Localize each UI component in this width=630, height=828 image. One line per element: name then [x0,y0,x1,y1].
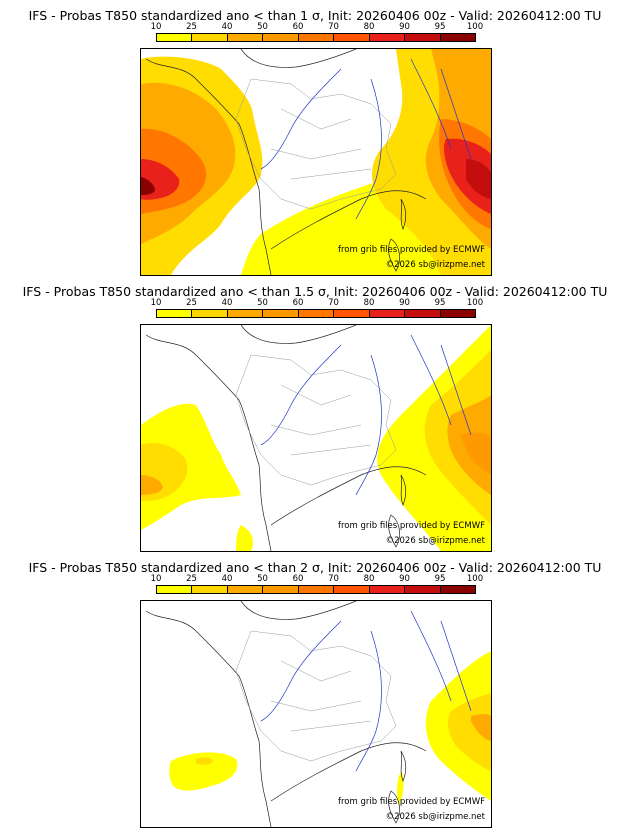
source-credit: from grib files provided by ECMWF [338,797,485,807]
map-panel-1sigma: IFS - Probas T850 standardized ano < tha… [0,0,630,276]
source-credit: from grib files provided by ECMWF [338,521,485,531]
legend-tick: 100 [466,298,484,308]
legend-swatch [334,310,370,317]
legend-swatch [157,586,193,593]
legend-swatch [263,310,299,317]
map-panel-1-5sigma: IFS - Probas T850 standardized ano < tha… [0,276,630,552]
probability-shading [141,49,491,275]
legend-tick: 10 [150,298,162,308]
source-credit: from grib files provided by ECMWF [338,245,485,255]
map-canvas [141,49,491,275]
legend-tick: 60 [292,22,304,32]
color-legend: 10 25 40 50 60 70 80 90 95 100 [151,22,484,46]
legend-swatch [298,310,335,317]
legend-tick: 80 [363,574,375,584]
legend-tick: 70 [328,22,339,32]
legend-tick: 95 [434,22,446,32]
borders [235,78,397,210]
legend-colorbar [156,309,476,318]
legend-swatch [334,34,370,41]
legend-swatch [405,310,441,317]
map-canvas [141,325,491,551]
legend-tick: 95 [434,298,446,308]
legend-tick: 80 [363,298,375,308]
legend-swatch [440,310,475,317]
map-canvas [145,601,491,827]
legend-tick: 50 [257,298,268,308]
map-panel-2sigma: IFS - Probas T850 standardized ano < tha… [0,552,630,828]
legend-tick: 70 [328,298,339,308]
legend-swatch [227,34,264,41]
legend-swatch [263,586,299,593]
legend-tick: 60 [292,298,304,308]
legend-swatch [369,586,406,593]
legend-swatch [192,586,228,593]
copyright-credit: ©2026 sb@irizpme.net [385,536,485,546]
copyright-credit: ©2026 sb@irizpme.net [385,812,485,822]
color-legend: 10 25 40 50 60 70 80 90 95 100 [151,298,484,322]
legend-tick: 40 [221,574,233,584]
legend-tick: 80 [363,22,375,32]
legend-swatch [334,586,370,593]
probability-map: from grib files provided by ECMWF ©2026 … [140,48,492,276]
legend-tick: 100 [466,22,484,32]
legend-tick: 50 [257,22,268,32]
legend-tick: 25 [186,298,197,308]
legend-tick: 90 [399,298,410,308]
rivers [260,58,472,220]
panel-title: IFS - Probas T850 standardized ano < tha… [28,560,602,575]
legend-swatch [192,34,228,41]
legend-swatch [227,586,264,593]
legend-swatch [405,34,441,41]
legend-tick: 90 [399,574,410,584]
legend-tick: 60 [292,574,304,584]
probability-map: from grib files provided by ECMWF ©2026 … [140,600,492,828]
legend-tick: 70 [328,574,339,584]
legend-swatch [369,310,406,317]
legend-swatch [298,586,335,593]
coastlines [145,325,427,551]
legend-swatch [440,586,475,593]
color-legend: 10 25 40 50 60 70 80 90 95 100 [151,574,484,598]
legend-swatch [369,34,406,41]
legend-tick: 25 [186,22,197,32]
rivers [260,334,472,496]
rivers [260,610,472,772]
legend-swatch [440,34,475,41]
legend-ticks: 10 25 40 50 60 70 80 90 95 100 [151,22,484,32]
borders [235,354,397,486]
legend-tick: 100 [466,574,484,584]
legend-colorbar [156,585,476,594]
legend-tick: 25 [186,574,197,584]
coastlines [145,49,427,275]
probability-shading [141,325,491,551]
legend-tick: 40 [221,22,233,32]
legend-swatch [192,310,228,317]
legend-tick: 95 [434,574,446,584]
legend-tick: 10 [150,22,162,32]
legend-tick: 40 [221,298,233,308]
legend-tick: 90 [399,22,410,32]
legend-colorbar [156,33,476,42]
legend-ticks: 10 25 40 50 60 70 80 90 95 100 [151,574,484,584]
legend-swatch [298,34,335,41]
panel-title: IFS - Probas T850 standardized ano < tha… [22,284,608,299]
legend-swatch [157,34,193,41]
legend-ticks: 10 25 40 50 60 70 80 90 95 100 [151,298,484,308]
legend-tick: 50 [257,574,268,584]
legend-swatch [405,586,441,593]
coastlines [145,601,427,827]
borders [235,630,397,762]
copyright-credit: ©2026 sb@irizpme.net [385,260,485,270]
legend-swatch [157,310,193,317]
panel-title: IFS - Probas T850 standardized ano < tha… [28,8,602,23]
legend-swatch [227,310,264,317]
legend-swatch [263,34,299,41]
probability-map: from grib files provided by ECMWF ©2026 … [140,324,492,552]
probability-shading [169,651,491,806]
legend-tick: 10 [150,574,162,584]
